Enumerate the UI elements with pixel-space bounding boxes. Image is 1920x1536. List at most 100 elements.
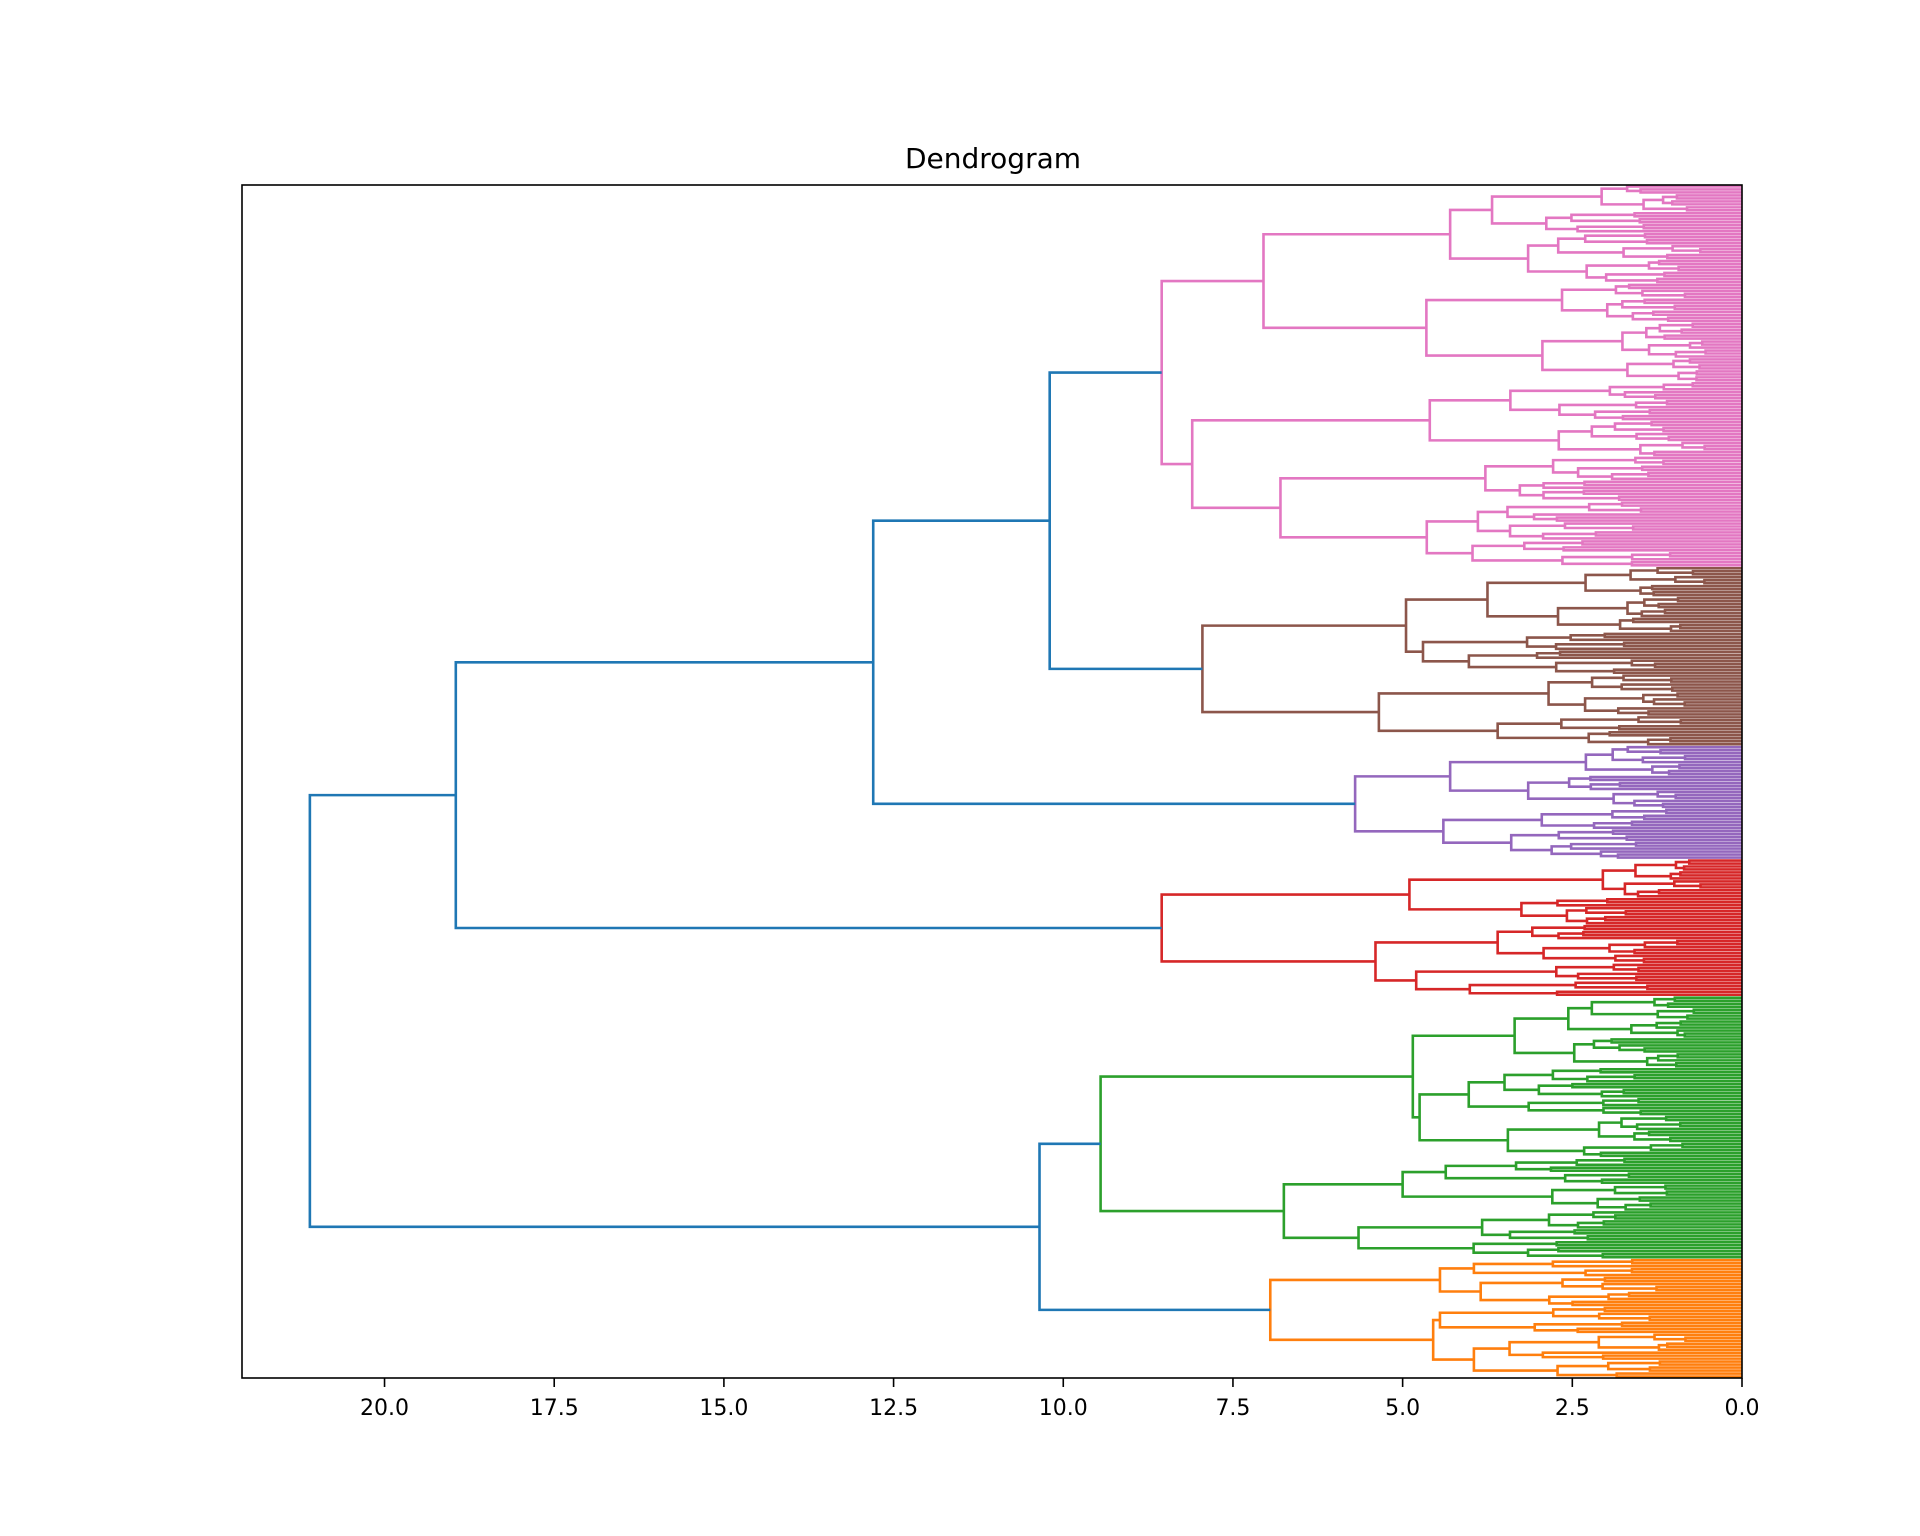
dendrogram-link [1562,546,1742,552]
dendrogram-link [1618,781,1742,788]
dendrogram-link [1603,632,1742,639]
dendrogram-link [1571,1082,1742,1089]
dendrogram-link [1581,540,1742,546]
dendrogram-link [1542,946,1616,960]
dendrogram-link [1655,1021,1742,1029]
dendrogram-link [1586,1235,1742,1241]
dendrogram-link [1671,686,1742,692]
dendrogram-link [1653,662,1742,668]
dendrogram-link [1677,265,1742,272]
dendrogram-link [1560,718,1639,730]
dendrogram-link [1645,238,1742,245]
dendrogram-link [1620,1321,1742,1328]
dendrogram-link [1509,389,1610,412]
plot-frame [241,184,1743,1379]
dendrogram-link [1600,1090,1742,1098]
dendrogram-link [1558,650,1742,657]
dendrogram-link [1622,674,1742,682]
dendrogram-link [1573,1229,1742,1235]
dendrogram-link [1472,1242,1557,1255]
dendrogram-link [1556,606,1628,626]
dendrogram-link [1642,223,1742,230]
dendrogram-link [1672,359,1700,369]
dendrogram-link [1627,1291,1742,1298]
dendrogram-link [1554,661,1632,673]
dendrogram-link [1630,560,1742,567]
dendrogram-link [1639,443,1683,455]
dendrogram-link [1650,420,1742,427]
dendrogram-link [1547,1295,1609,1305]
dendrogram-link [1526,1248,1603,1258]
dendrogram-link [1676,596,1742,603]
dendrogram-link [1656,1009,1694,1019]
dendrogram-link [1611,748,1643,762]
dendrogram-link [1428,398,1559,442]
dendrogram-link [1599,1068,1742,1074]
dendrogram-link [1637,1097,1742,1104]
dendrogram-link [1623,882,1675,896]
dendrogram-link [1639,188,1742,194]
dendrogram-link [1643,1047,1742,1053]
dendrogram-link [1353,775,1451,833]
dendrogram-link [1643,941,1742,949]
dendrogram-link [1592,821,1742,830]
dendrogram-link [1610,1038,1742,1044]
x-tick-label: 0.0 [1725,1396,1760,1421]
dendrogram-link [1589,775,1742,782]
dendrogram-link [1631,617,1742,624]
dendrogram-link [1699,247,1742,254]
dendrogram-link [1557,430,1641,451]
dendrogram-link [1582,930,1742,937]
dendrogram-link [1630,820,1742,827]
dendrogram-link [1691,322,1742,328]
dendrogram-link [1448,208,1529,260]
dendrogram-link [1666,1342,1742,1348]
dendrogram-link [1576,972,1742,980]
dendrogram-link [1682,865,1742,871]
dendrogram-link [1645,326,1665,339]
dendrogram-link [1685,206,1742,212]
x-axis: 20.0 17.5 15.0 12.5 10.0 7.5 5.0 2.5 0.0 [360,1378,1760,1421]
dendrogram-link [1585,906,1742,915]
dendrogram-link [1601,1282,1742,1290]
dendrogram-link [1282,1183,1403,1240]
dendrogram-link [1585,917,1742,925]
x-tick-label: 17.5 [530,1396,579,1421]
dendrogram-link [1638,1196,1742,1202]
dendrogram-link [1647,471,1742,478]
dendrogram-link [1699,883,1742,889]
dendrogram-link [1637,966,1742,973]
dendrogram-link [1603,1306,1742,1313]
dendrogram-link [1641,289,1742,297]
dendrogram-link [1640,465,1742,472]
dendrogram-link [1669,1136,1742,1143]
dendrogram-link [1486,581,1586,618]
dendrogram-link [1467,1081,1529,1108]
dendrogram-link [1594,531,1742,537]
dendrogram-link [1678,763,1742,770]
dendrogram-link [1638,217,1742,224]
dendrogram-link [1681,1142,1742,1149]
dendrogram-link [1602,1099,1742,1107]
dendrogram-link [1279,477,1486,539]
x-tick-label: 10.0 [1039,1396,1088,1421]
dendrogram-link [1518,484,1544,497]
dendrogram-link [1614,1214,1742,1220]
dendrogram-link [1679,719,1742,725]
dendrogram-top-link [1048,371,1203,671]
dendrogram-link [1663,608,1742,615]
dendrogram-link [1625,835,1742,841]
dendrogram-link [1650,584,1742,591]
dendrogram-link [1679,871,1742,877]
dendrogram-link [1664,1184,1742,1190]
dendrogram-link [1665,399,1742,406]
dendrogram-link [1623,1157,1742,1164]
dendrogram-link [1635,975,1742,982]
dendrogram-link [1616,853,1742,859]
dendrogram-link [1607,1293,1742,1301]
dendrogram-top-link [454,660,1162,930]
dendrogram-link [1627,283,1742,290]
x-tick-label: 5.0 [1385,1396,1420,1421]
dendrogram-link [1643,232,1742,239]
dendrogram-link [1627,1172,1742,1178]
